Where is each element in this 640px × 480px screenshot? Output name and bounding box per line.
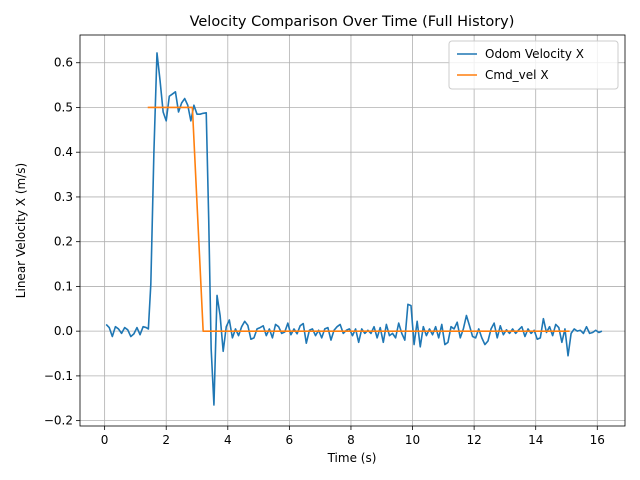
x-axis-label: Time (s) (327, 451, 377, 465)
odom-velocity-x-line (105, 52, 603, 406)
x-tick-label: 4 (224, 433, 232, 447)
y-tick-label: 0.2 (54, 235, 73, 249)
x-tick-label: 12 (466, 433, 481, 447)
plot-frame (79, 34, 626, 427)
y-tick-label: −0.2 (44, 414, 73, 428)
y-tick-label: 0.0 (54, 324, 73, 338)
cmd-vel-x-line (147, 106, 570, 332)
y-tick-label: −0.1 (44, 369, 73, 383)
x-tick-label: 2 (162, 433, 170, 447)
x-axis-ticks: 0 2 4 6 8 10 12 14 16 (101, 426, 605, 447)
y-tick-label: 0.1 (54, 279, 73, 293)
legend-box (448, 40, 619, 90)
y-tick-label: 0.3 (54, 190, 73, 204)
chart-title: Velocity Comparison Over Time (Full Hist… (190, 14, 515, 30)
x-tick-label: 8 (347, 433, 355, 447)
legend-label-odom: Odom Velocity X (485, 47, 584, 61)
x-tick-label: 16 (590, 433, 605, 447)
legend: Odom Velocity X Cmd_vel X (448, 40, 619, 90)
legend-label-cmd: Cmd_vel X (485, 68, 549, 82)
grid-lines (80, 35, 625, 426)
y-axis-ticks: −0.2 −0.1 0.0 0.1 0.2 0.3 0.4 0.5 0.6 (44, 56, 80, 428)
y-tick-label: 0.5 (54, 100, 73, 114)
x-tick-label: 0 (101, 433, 109, 447)
series-layer (105, 52, 603, 406)
y-tick-label: 0.4 (54, 145, 73, 159)
y-axis-label: Linear Velocity X (m/s) (14, 163, 28, 298)
x-tick-label: 6 (286, 433, 294, 447)
x-tick-label: 14 (528, 433, 543, 447)
x-tick-label: 10 (405, 433, 420, 447)
y-tick-label: 0.6 (54, 56, 73, 70)
